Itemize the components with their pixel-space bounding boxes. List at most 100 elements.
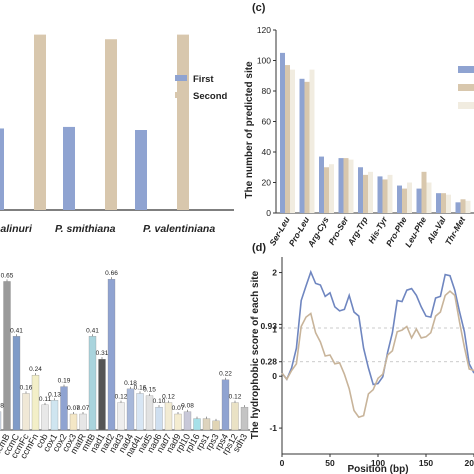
panel-b-value-label: 0.41	[10, 327, 23, 334]
panel-b-bar	[221, 379, 230, 431]
panel-c-y-tick-label: 120	[257, 25, 271, 35]
panel-c-bar	[441, 193, 446, 213]
panel-c-bar	[319, 156, 324, 213]
panel-c-y-tick-label: 0	[266, 208, 271, 218]
panel-c-bar	[455, 202, 461, 213]
panel-b-bar	[50, 400, 59, 431]
panel-c-bar	[382, 179, 388, 213]
panel-b-bar	[98, 358, 106, 431]
panel-b-bar	[240, 406, 249, 431]
panel-b-value-label: 0.24	[29, 366, 42, 373]
panel-d-x-tick-label: 150	[419, 458, 433, 468]
legend-swatch-second	[175, 92, 187, 98]
panel-c-bar	[368, 171, 373, 213]
panel-b-bar	[183, 411, 192, 431]
panel-d-y-tick-label: 2	[272, 268, 277, 278]
panel-d-y-tick-label: 0.93	[260, 321, 277, 331]
panel-d-y-tick-label: 1	[272, 324, 277, 334]
panel-c-bar	[280, 52, 285, 213]
panel-b-bar	[79, 413, 87, 431]
panel-b-value-label: 0.31	[96, 350, 109, 357]
panel-b-value-label: 0.19	[58, 378, 71, 385]
panel-b-value-label: 0.15	[143, 387, 156, 394]
panel-b-value-labels: 0.080.650.410.160.240.110.130.190.070.07…	[0, 270, 242, 412]
panel-d-series-line	[281, 269, 474, 386]
panel-c-bar	[397, 185, 402, 213]
panel-c-y-tick-label: 80	[262, 86, 272, 96]
panel-a-category-label: palinuri	[0, 223, 33, 235]
panel-b-bar	[117, 402, 125, 431]
panel-a-bars	[0, 34, 189, 210]
panel-b-bar	[22, 393, 30, 431]
legend-swatch	[458, 66, 474, 73]
panel-d-x-tick-label: 100	[371, 458, 385, 468]
panel-b-value-label: 0.65	[1, 272, 14, 279]
panel-d-series-lines	[281, 269, 474, 419]
panel-d-y-tick-label: -1	[269, 423, 277, 433]
panel-c-bar	[329, 164, 334, 213]
panel-b-value-label: 0.08	[181, 403, 194, 410]
panel-b-bar	[126, 388, 135, 431]
panel-b-value-label: 0.16	[134, 384, 147, 391]
panel-b-value-label: 0.12	[229, 394, 242, 401]
panel-a-bar-second	[177, 34, 189, 210]
panel-a-first-second-bar-chart: palinuri P. smithiana P. valentiniana Fi…	[0, 34, 234, 235]
panel-b-bars	[0, 277, 249, 431]
panel-b-bar	[212, 420, 220, 431]
panel-c-bar	[358, 167, 363, 213]
panel-d-x-tick-label: 20	[465, 458, 474, 468]
panel-b-bar	[3, 281, 11, 431]
panel-c-bar	[465, 200, 471, 213]
panel-a-category-label: P. smithiana	[55, 223, 116, 235]
panel-b-value-label: 0.10	[153, 398, 166, 405]
panel-d-y-axis-title: The hydrophobic score of each site	[250, 270, 261, 439]
panel-c-y-tick-label: 20	[262, 178, 272, 188]
legend-label-first: First	[193, 74, 214, 85]
panel-b-bar	[0, 411, 2, 431]
panel-d-series-line	[281, 290, 474, 419]
panel-c-bar	[348, 159, 354, 213]
panel-c-bar	[446, 194, 451, 213]
panel-c-legend	[458, 66, 474, 109]
panel-c-bar	[387, 174, 393, 213]
panel-d-letter: (d)	[252, 242, 266, 254]
panel-b-tick-label: ccmB	[0, 432, 12, 456]
panel-b-gene-bar-chart: 0.080.650.410.160.240.110.130.190.070.07…	[0, 270, 250, 460]
panel-c-bar	[299, 78, 305, 213]
panel-a-bar-second	[34, 34, 46, 210]
panel-b-value-label: 0.07	[77, 405, 90, 412]
panel-b-bar	[231, 402, 239, 431]
panel-c-bar	[460, 199, 466, 213]
panel-d-x-axis-title: Position (bp)	[347, 464, 408, 474]
panel-b-value-label: 0.12	[115, 394, 128, 401]
panel-c-bar	[338, 158, 344, 213]
panel-d-y-ticks: -1 0 0.28 0.931 2	[260, 268, 282, 433]
panel-b-bar	[107, 278, 116, 431]
panel-c-x-tick-labels: Ser-LeuPro-LeuArg-CysPro-SerArg-TrpHis-T…	[267, 214, 468, 250]
panel-c-y-axis-title: The number of predicted site	[244, 61, 255, 199]
panel-c-bar	[416, 188, 422, 213]
panel-b-value-label: 0.18	[124, 380, 137, 387]
panel-b-value-label: 0.13	[48, 391, 61, 398]
panel-c-y-tick-label: 100	[257, 56, 271, 66]
panel-a-bar-first	[0, 128, 4, 210]
panel-b-value-label: 0.07	[67, 405, 80, 412]
panel-d-reference-lines	[282, 327, 474, 363]
panel-b-bar	[69, 413, 78, 431]
panel-c-bar	[436, 193, 441, 213]
panel-c-y-tick-label: 40	[262, 147, 272, 157]
panel-c-bar	[304, 81, 310, 213]
panel-b-bar	[193, 418, 201, 431]
panel-b-tick-labels: ccmBccmCccmFcccmFncobcox1cox2cox3matRmtt…	[0, 432, 249, 461]
legend-label-second: Second	[193, 91, 228, 102]
panel-d-y-tick-label: 0	[272, 371, 277, 381]
panel-c-bar	[363, 174, 368, 213]
panel-a-legend: First Second	[175, 74, 228, 102]
panel-c-bar	[324, 167, 329, 213]
panel-c-bar	[343, 158, 349, 213]
panel-c-bar	[285, 65, 290, 213]
panel-c-predicted-site-bar-chart: (c) The number of predicted site 0 20 40 60…	[244, 2, 474, 249]
panel-c-bar	[377, 176, 383, 213]
legend-swatch-first	[175, 75, 187, 81]
panel-b-value-label: 0.16	[20, 384, 33, 391]
